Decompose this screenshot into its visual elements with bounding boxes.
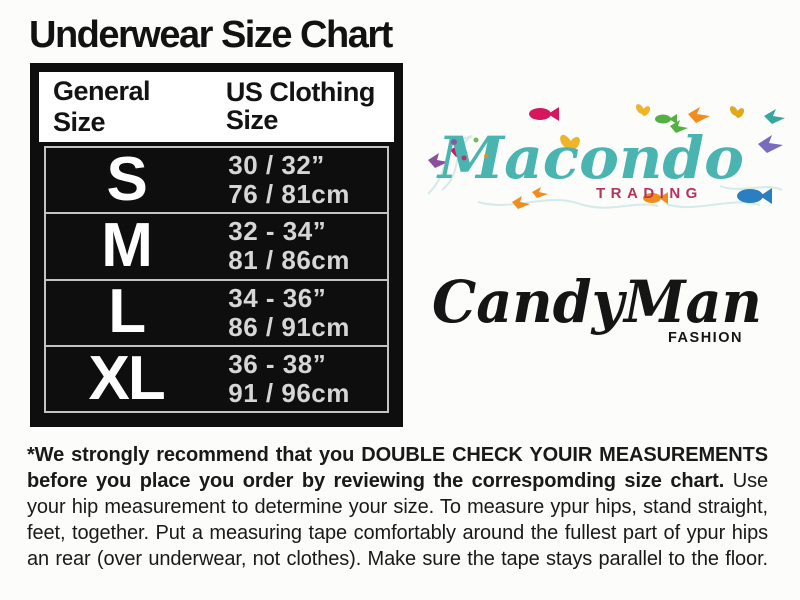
disclaimer-bold-lead: *We strongly recommend that you DOUBLE C… (27, 444, 768, 492)
inches-value: 36 - 38” (228, 348, 327, 379)
macondo-wordmark: Macondo (436, 124, 744, 192)
table-row: L 34 - 36” 86 / 91cm (46, 281, 387, 347)
cm-value: 76 / 81cm (228, 179, 350, 210)
candyman-fashion-label: FASHION (668, 330, 743, 346)
fish-icon (655, 114, 677, 124)
size-measurements: 34 - 36” 86 / 91cm (206, 282, 387, 342)
size-table-body: S 30 / 32” 76 / 81cm M 32 - 34” 81 / 86c… (39, 142, 394, 418)
measurement-disclaimer: *We strongly recommend that you DOUBLE C… (27, 442, 768, 572)
bird-icon (512, 196, 530, 209)
size-letter: L (108, 277, 146, 347)
macondo-trading-label: TRADING (596, 185, 703, 202)
size-measurements: 30 / 32” 76 / 81cm (206, 150, 387, 210)
size-table: General Size US Clothing Size S 30 / 32”… (30, 63, 403, 427)
bird-icon (532, 187, 548, 198)
disclaimer-body: Use your hip measurement to determine yo… (27, 470, 768, 570)
fish-icon (529, 107, 559, 121)
size-measurements: 36 - 38” 91 / 96cm (206, 348, 387, 408)
bird-icon (428, 153, 448, 168)
bird-icon (758, 135, 783, 153)
size-letter: M (101, 211, 153, 281)
table-row: XL 36 - 38” 91 / 96cm (46, 347, 387, 411)
inches-value: 34 - 36” (228, 282, 327, 313)
butterfly-icon (635, 104, 651, 116)
inches-value: 32 - 34” (228, 216, 327, 247)
butterfly-icon (560, 134, 580, 152)
confetti-decoration (451, 137, 489, 161)
table-row: M 32 - 34” 81 / 86cm (46, 211, 387, 281)
size-letter: S (106, 144, 147, 214)
fish-icon (737, 188, 772, 204)
bird-icon (764, 109, 785, 124)
swirl-decoration (427, 135, 783, 209)
candyman-fashion-logo: CandyMan FASHION (430, 262, 768, 354)
bird-icon (670, 120, 688, 133)
candyman-wordmark: CandyMan (432, 268, 762, 336)
size-table-body-inner: S 30 / 32” 76 / 81cm M 32 - 34” 81 / 86c… (44, 146, 389, 413)
fish-icon (643, 192, 668, 204)
size-letter: XL (88, 343, 166, 413)
bird-icon (688, 107, 710, 123)
column-header-us-clothing-size: US Clothing Size (225, 77, 375, 136)
cm-value: 91 / 96cm (228, 377, 350, 408)
column-header-general-size: General Size (53, 76, 151, 137)
table-row: S 30 / 32” 76 / 81cm (46, 144, 387, 215)
cm-value: 86 / 91cm (228, 311, 350, 342)
inches-value: 30 / 32” (228, 150, 325, 181)
bird-icon (450, 144, 468, 157)
cm-value: 81 / 86cm (228, 245, 350, 276)
size-measurements: 32 - 34” 81 / 86cm (206, 217, 387, 275)
butterfly-icon (729, 106, 745, 118)
page-title: Underwear Size Chart (29, 14, 393, 56)
size-table-header: General Size US Clothing Size (39, 72, 394, 142)
macondo-trading-logo: Macondo TRADING (420, 102, 794, 218)
